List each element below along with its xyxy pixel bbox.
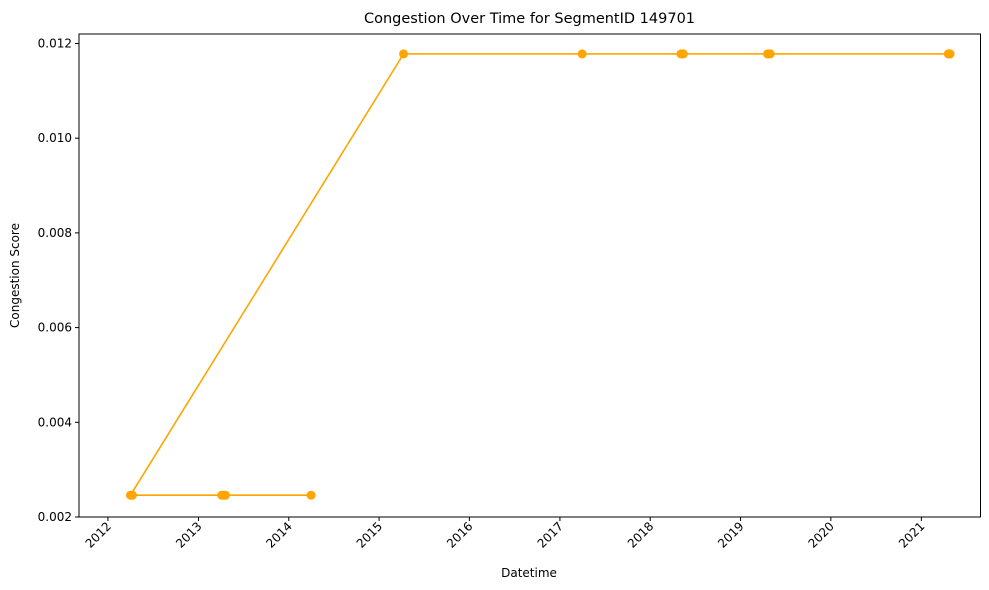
data-point <box>678 49 688 59</box>
data-point <box>220 490 230 500</box>
x-tick-label: 2014 <box>263 519 294 550</box>
y-tick-label: 0.010 <box>38 131 72 145</box>
y-tick-label: 0.004 <box>38 415 72 429</box>
x-axis-label: Datetime <box>501 566 557 580</box>
data-point <box>577 49 587 59</box>
y-tick-label: 0.012 <box>38 36 72 50</box>
x-axis: 2012 2013 2014 2015 2016 2017 2018 2019 2020 2021 <box>83 517 927 551</box>
x-tick-label: 2021 <box>896 519 927 550</box>
data-point <box>306 490 316 500</box>
chart-title: Congestion Over Time for SegmentID 14970… <box>364 11 695 27</box>
data-point <box>765 49 775 59</box>
y-axis-label: Congestion Score <box>8 223 22 328</box>
x-tick-label: 2012 <box>83 519 114 550</box>
x-tick-label: 2015 <box>354 519 385 550</box>
plot-area <box>78 33 981 518</box>
x-tick-label: 2018 <box>625 519 656 550</box>
y-tick-label: 0.006 <box>38 321 72 335</box>
data-point <box>127 490 137 500</box>
x-tick-label: 2020 <box>805 519 836 550</box>
y-tick-label: 0.002 <box>38 510 72 524</box>
x-tick-label: 2017 <box>535 519 566 550</box>
x-tick-label: 2019 <box>715 519 746 550</box>
y-axis: 0.002 0.004 0.006 0.008 0.010 0.012 <box>38 36 79 524</box>
data-point <box>399 49 409 59</box>
x-tick-label: 2013 <box>173 519 204 550</box>
y-tick-label: 0.008 <box>38 226 72 240</box>
x-tick-label: 2016 <box>444 519 475 550</box>
series-layer <box>125 49 955 500</box>
data-point <box>945 49 955 59</box>
